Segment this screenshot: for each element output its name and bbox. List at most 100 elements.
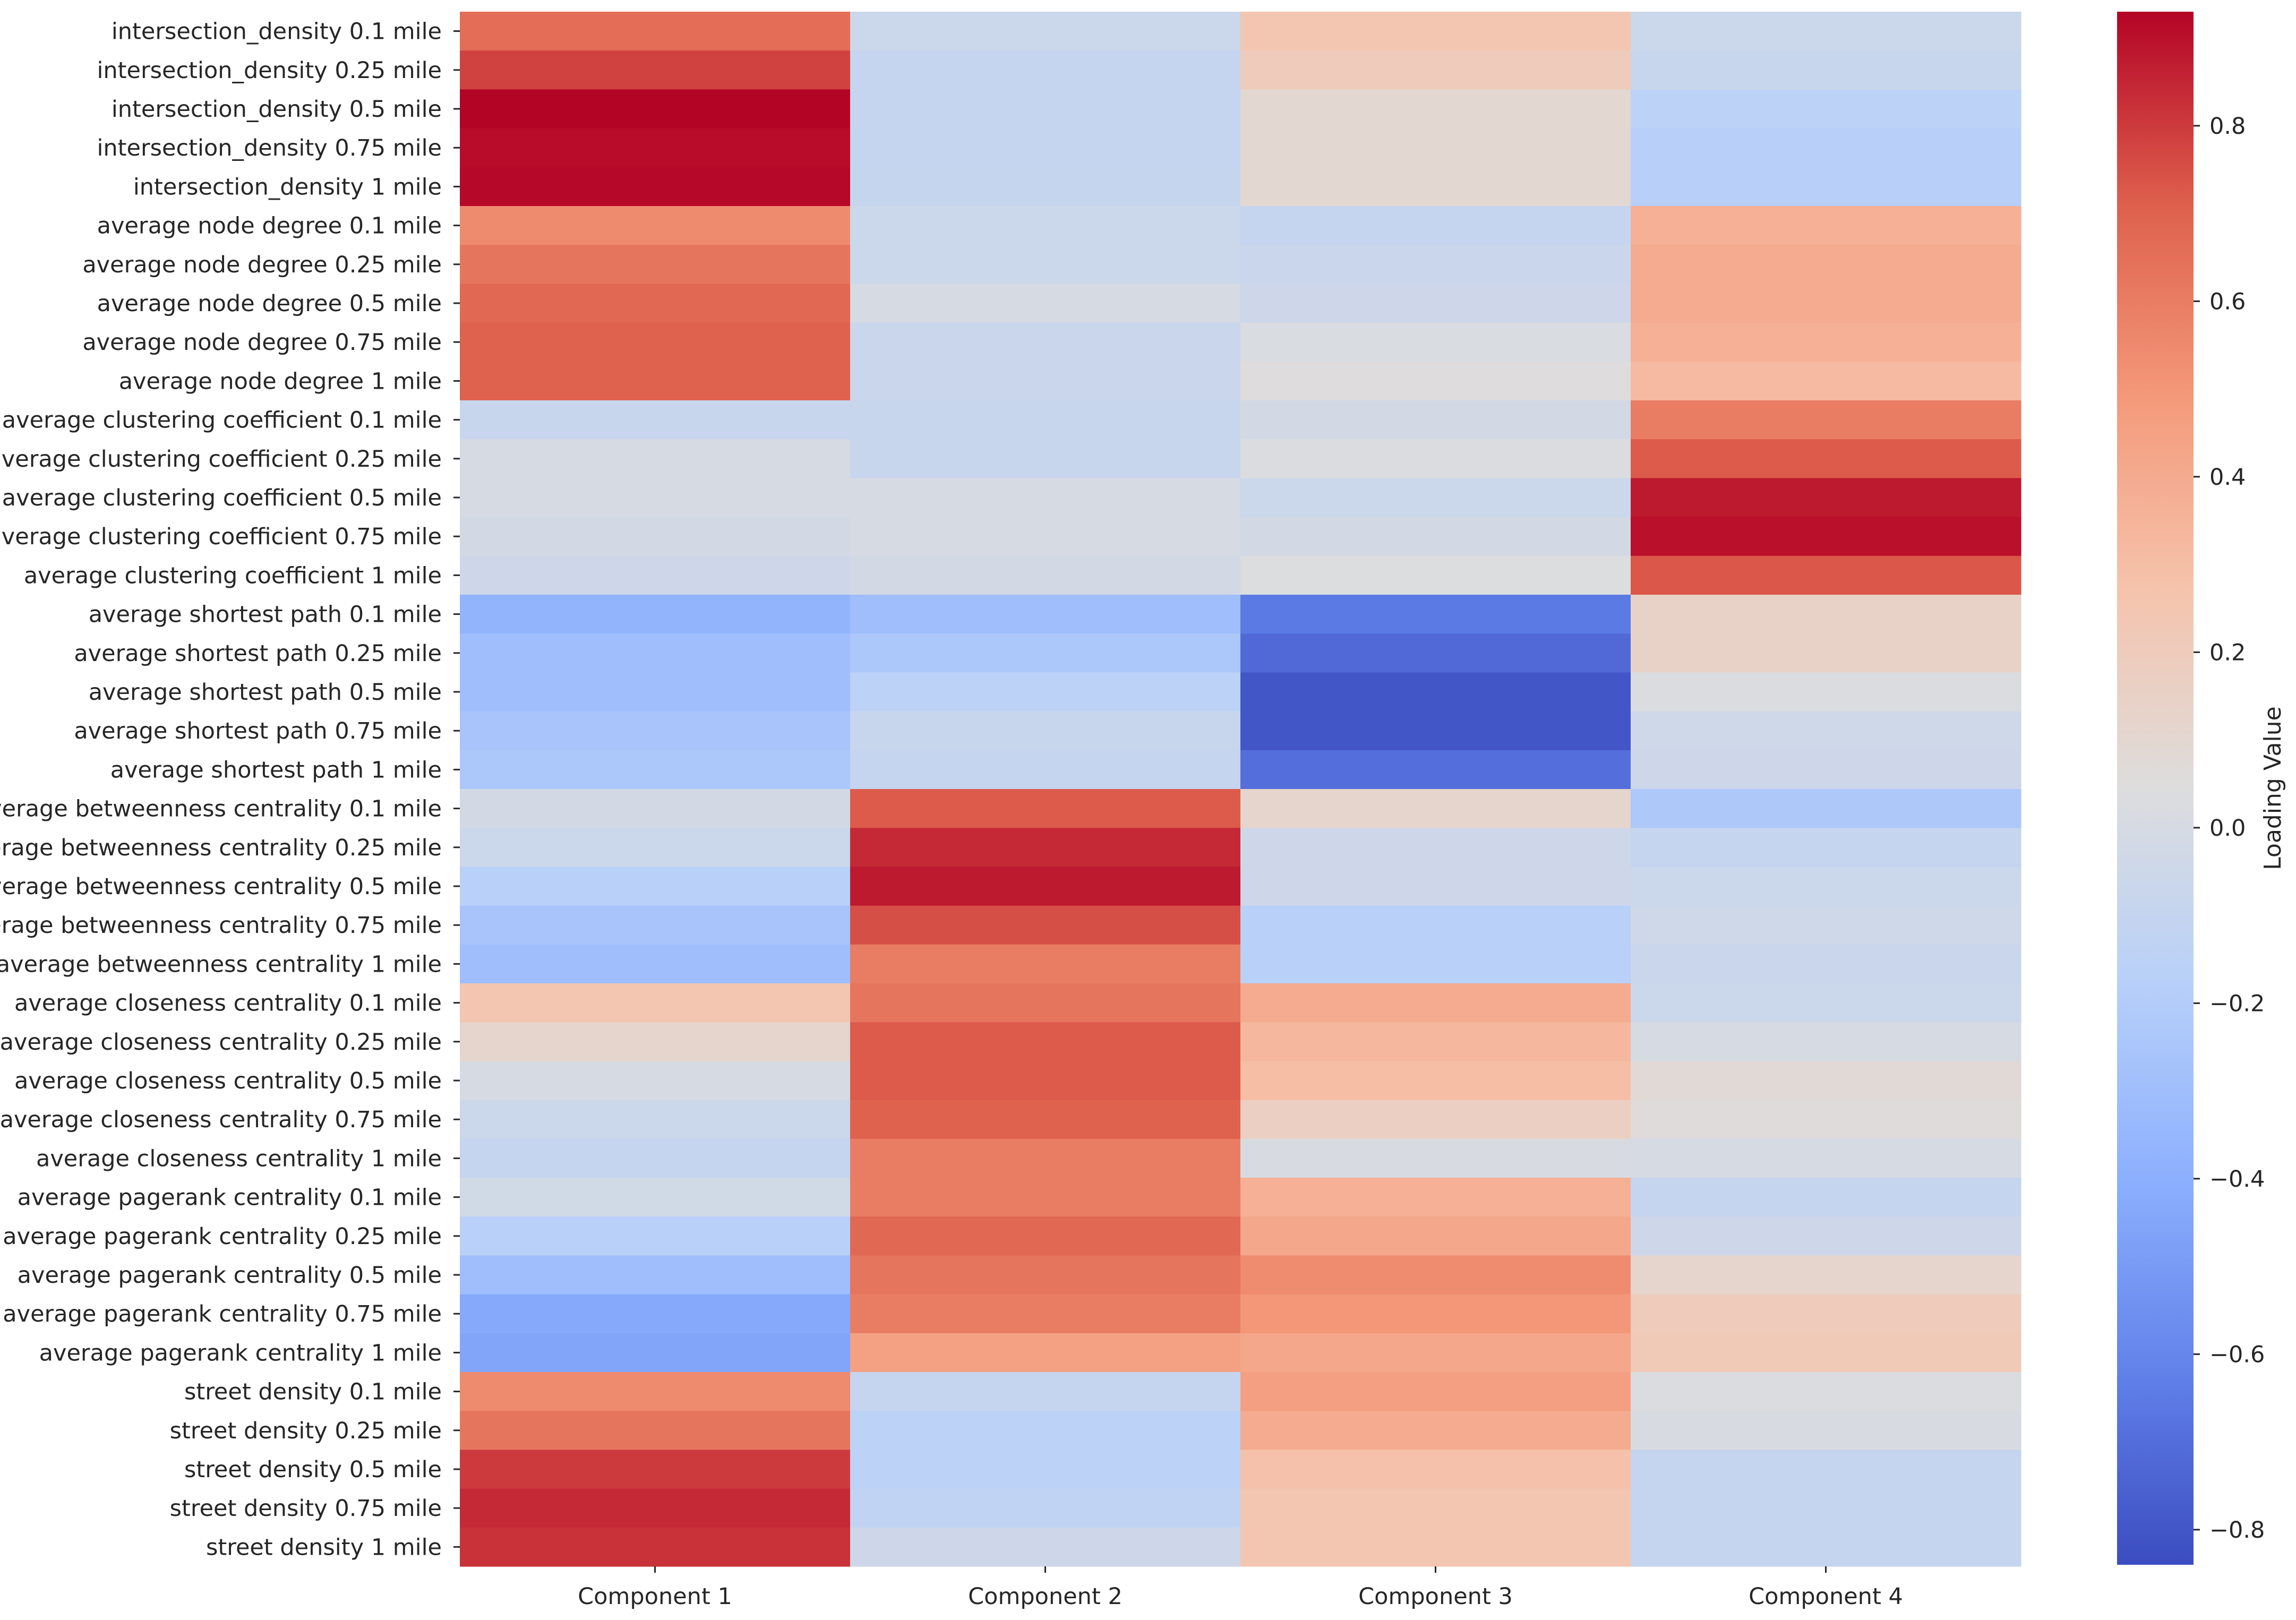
heatmap-cell	[850, 1255, 1241, 1295]
heatmap-cell	[1240, 517, 1631, 556]
row-labels: intersection_density 0.1 mile intersectio…	[0, 19, 460, 1561]
heatmap-cell	[1631, 905, 2021, 945]
heatmap-cell	[460, 1450, 851, 1489]
row-label: intersection_density 0.25 mile	[97, 57, 442, 84]
colorbar: 0.8 0.6 0.4 0.2 0.0 −0.2 −0.4 −0.6 −0.8 Loading …	[2117, 12, 2286, 1565]
row-label: average pagerank centrality 1 mile	[39, 1340, 442, 1366]
heatmap-cell	[1240, 789, 1631, 828]
heatmap-cell	[1631, 478, 2021, 518]
heatmap-cell	[850, 1450, 1241, 1489]
heatmap-cell	[460, 284, 851, 323]
row-label: average betweenness centrality 0.5 mile	[0, 873, 442, 900]
heatmap-cell	[1631, 128, 2021, 168]
colorbar-tick-label: 0.6	[2209, 288, 2246, 315]
colorbar-label: Loading Value	[2259, 706, 2286, 870]
heatmap-cell	[850, 905, 1241, 945]
heatmap-cell	[1240, 905, 1631, 945]
heatmap-cell	[850, 50, 1241, 90]
row-label: average betweenness centrality 0.25 mile	[0, 835, 442, 861]
heatmap-cell	[1240, 1488, 1631, 1528]
heatmap-cell	[1631, 555, 2021, 595]
heatmap-cell	[1240, 478, 1631, 518]
row-label: intersection_density 0.75 mile	[97, 135, 442, 161]
heatmap-cell	[1631, 1527, 2021, 1567]
heatmap-cell	[850, 517, 1241, 556]
row-label: average clustering coefficient 0.25 mile	[0, 446, 442, 473]
row-label: average clustering coefficient 0.5 mile	[2, 485, 442, 511]
heatmap-cell	[850, 750, 1241, 790]
heatmap-cell	[1240, 1216, 1631, 1256]
row-label: average shortest path 0.1 mile	[89, 602, 442, 628]
heatmap-cell	[1631, 1022, 2021, 1061]
heatmap-cell	[1240, 672, 1631, 712]
row-label: street density 0.75 mile	[170, 1495, 442, 1522]
heatmap-cell	[1631, 400, 2021, 440]
heatmap-cell	[1631, 1061, 2021, 1101]
heatmap-cell	[1631, 1294, 2021, 1334]
heatmap-cell	[460, 983, 851, 1023]
heatmap-cell	[1240, 1450, 1631, 1489]
heatmap-cell	[460, 1411, 851, 1450]
heatmap-cell	[850, 1061, 1241, 1101]
heatmap-cell	[850, 828, 1241, 867]
heatmap-cell	[460, 206, 851, 245]
heatmap-cell	[1631, 711, 2021, 751]
heatmap-cell	[460, 322, 851, 362]
column-labels: Component 1 Component 2 Component 3 Compone…	[578, 1566, 1903, 1610]
heatmap-cell	[460, 1333, 851, 1373]
row-label: average pagerank centrality 0.75 mile	[3, 1301, 442, 1327]
colorbar-ticks: 0.8 0.6 0.4 0.2 0.0 −0.2 −0.4 −0.6 −0.8	[2194, 113, 2265, 1544]
heatmap-cell	[1240, 595, 1631, 634]
heatmap-cell	[1631, 1450, 2021, 1489]
heatmap-cell	[1631, 633, 2021, 673]
heatmap-cell	[1631, 944, 2021, 984]
heatmap-cell	[1240, 983, 1631, 1023]
heatmap-cell	[1240, 400, 1631, 440]
heatmap-cell	[1240, 1333, 1631, 1373]
heatmap-cell	[460, 1216, 851, 1256]
heatmap-cell	[460, 361, 851, 401]
heatmap-cell	[1631, 828, 2021, 867]
row-label: average node degree 1 mile	[119, 368, 442, 395]
heatmap-cell	[1631, 50, 2021, 90]
heatmap-cell	[1240, 128, 1631, 168]
heatmap-cell	[1240, 1411, 1631, 1450]
heatmap-cell	[1631, 284, 2021, 323]
row-label: street density 0.1 mile	[184, 1379, 442, 1405]
row-label: average closeness centrality 0.1 mile	[14, 990, 442, 1017]
heatmap-cell	[460, 1294, 851, 1334]
row-label: average shortest path 0.25 mile	[74, 640, 442, 667]
heatmap-cell	[850, 1100, 1241, 1139]
heatmap-cell	[460, 478, 851, 518]
heatmap-cell	[460, 1061, 851, 1101]
heatmap-cell	[1631, 167, 2021, 207]
heatmap-cell	[850, 361, 1241, 401]
heatmap-cell	[1631, 595, 2021, 634]
heatmap-cell	[850, 12, 1241, 51]
column-label: Component 4	[1749, 1583, 1903, 1610]
heatmap-cell	[1631, 750, 2021, 790]
heatmap-cell	[1631, 1100, 2021, 1139]
heatmap-cell	[460, 167, 851, 207]
heatmap-cell	[850, 1294, 1241, 1334]
heatmap-cell	[460, 633, 851, 673]
heatmap-cell	[460, 1372, 851, 1411]
row-label: street density 1 mile	[206, 1534, 442, 1561]
heatmap-cell	[850, 89, 1241, 129]
heatmap-cell	[1240, 50, 1631, 90]
heatmap-cell	[850, 1216, 1241, 1256]
row-label: average shortest path 0.75 mile	[74, 718, 442, 744]
row-label: intersection_density 1 mile	[133, 174, 442, 200]
heatmap-cell	[1240, 439, 1631, 478]
colorbar-tick-label: −0.2	[2209, 990, 2265, 1017]
heatmap-cell	[1240, 12, 1631, 51]
heatmap-cell	[460, 1178, 851, 1217]
heatmap-cell	[1631, 1138, 2021, 1178]
row-label: average shortest path 1 mile	[110, 757, 442, 783]
heatmap-cell	[850, 322, 1241, 362]
row-label: average clustering coefficient 1 mile	[24, 562, 442, 589]
heatmap-cell	[1240, 1100, 1631, 1139]
heatmap-cell	[1240, 633, 1631, 673]
heatmap-cell	[850, 633, 1241, 673]
